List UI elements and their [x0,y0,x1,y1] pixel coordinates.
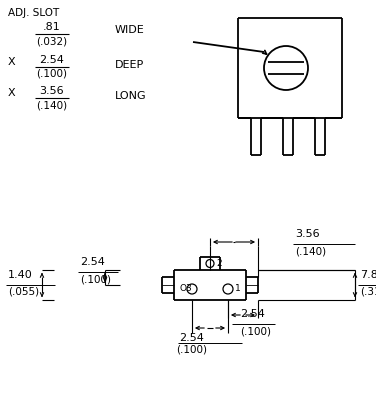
Text: X: X [8,88,16,98]
Text: (.032): (.032) [36,36,68,46]
Text: (.055): (.055) [8,287,39,297]
Text: LONG: LONG [115,91,147,101]
Text: 2.54: 2.54 [240,309,265,319]
Text: 3.56: 3.56 [40,86,64,96]
Text: 2.54: 2.54 [180,333,205,343]
Text: 3.56: 3.56 [295,229,320,239]
Text: 2.54: 2.54 [39,55,64,65]
Text: (.310): (.310) [360,287,376,297]
Text: (.140): (.140) [36,100,68,110]
Text: (.140): (.140) [295,246,326,256]
Text: 2: 2 [216,259,221,268]
Text: X: X [8,57,16,67]
Text: 1.40: 1.40 [8,270,33,280]
Text: O3: O3 [179,284,192,293]
Text: (.100): (.100) [36,69,68,79]
Text: 2.54: 2.54 [80,257,105,267]
Text: WIDE: WIDE [115,25,145,35]
Text: 7.87: 7.87 [360,270,376,280]
Text: (.100): (.100) [240,326,271,336]
Text: (.100): (.100) [80,274,111,284]
Text: .81: .81 [43,22,61,32]
Text: DEEP: DEEP [115,60,144,70]
Text: 1: 1 [235,284,241,293]
Text: (.100): (.100) [176,345,208,355]
Text: ADJ. SLOT: ADJ. SLOT [8,8,59,18]
